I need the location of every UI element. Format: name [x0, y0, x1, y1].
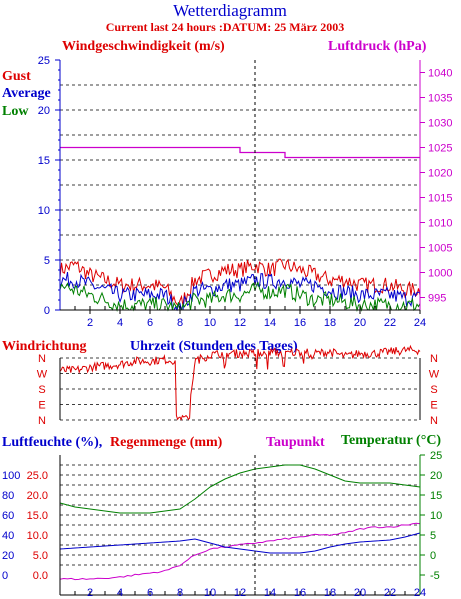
legend-low: Low	[2, 104, 29, 119]
temp-tick-label: 15	[430, 490, 442, 502]
x-tick-label: 12	[234, 317, 246, 329]
x-tick-label: 22	[384, 587, 396, 599]
series-humidity	[59, 532, 421, 554]
humidity-tick-label: 80	[2, 490, 14, 502]
wind-series-average	[59, 272, 421, 312]
x-tick-label: 20	[354, 317, 366, 329]
rain-tick-label: 20.0	[27, 490, 48, 502]
panel3-humidity-label: Luftfeuchte (%),	[2, 435, 102, 450]
right-tick-label: 1025	[428, 143, 452, 155]
x-tick-label: 14	[264, 317, 276, 329]
dir-tick-label-right: N	[430, 415, 438, 427]
x-tick-label: 4	[117, 317, 123, 329]
left-tick-label: 15	[38, 155, 50, 167]
panel3-rain-label: Regenmenge (mm)	[110, 435, 223, 450]
right-tick-label: 1005	[428, 243, 452, 255]
x-tick-label: 18	[324, 587, 336, 599]
plot-layer: 0510152025995100010051010101510201025103…	[2, 55, 452, 599]
x-tick-label: 10	[204, 317, 216, 329]
rain-tick-label: 0.0	[33, 570, 48, 582]
temp-tick-label: 25	[430, 450, 442, 462]
x-tick-label: 12	[234, 587, 246, 599]
temp-tick-label: 0	[430, 550, 436, 562]
x-tick-label: 8	[177, 317, 183, 329]
left-tick-label: 0	[44, 305, 50, 317]
left-tick-label: 25	[38, 55, 50, 67]
temp-tick-label: 10	[430, 510, 442, 522]
x-tick-label: 20	[354, 587, 366, 599]
panel2-center-label: Uhrzeit (Stunden des Tages)	[130, 339, 298, 354]
right-tick-label: 995	[428, 293, 446, 305]
series-dewpoint	[59, 522, 421, 581]
panel2-left-label: Windrichtung	[2, 339, 87, 354]
pressure-series	[60, 146, 420, 159]
x-tick-label: 4	[117, 587, 123, 599]
panel1-right-label: Luftdruck (hPa)	[328, 39, 427, 54]
chart-subtitle: Current last 24 hours :DATUM: 25 März 20…	[106, 20, 345, 34]
dir-tick-label-left: W	[37, 369, 48, 381]
dir-tick-label-left: E	[38, 400, 45, 412]
right-tick-label: 1010	[428, 218, 452, 230]
x-tick-label: 22	[384, 317, 396, 329]
temp-tick-label: -5	[430, 570, 440, 582]
dir-tick-label-left: N	[38, 353, 46, 365]
x-tick-label: 2	[87, 587, 93, 599]
panel3-dew-label: Taupunkt	[266, 435, 325, 450]
humidity-tick-label: 60	[2, 510, 14, 522]
x-tick-label: 8	[177, 587, 183, 599]
dir-tick-label-right: N	[430, 353, 438, 365]
wind-series-gust	[59, 258, 421, 307]
x-tick-label: 16	[294, 587, 306, 599]
dir-tick-label-right: S	[430, 384, 437, 396]
x-tick-label: 24	[414, 587, 426, 599]
x-tick-label: 14	[264, 587, 276, 599]
dir-tick-label-left: N	[38, 415, 46, 427]
temp-tick-label: 20	[430, 470, 442, 482]
x-tick-label: 6	[147, 587, 153, 599]
left-tick-label: 10	[38, 205, 50, 217]
rain-tick-label: 25.0	[27, 470, 48, 482]
left-tick-label: 5	[44, 255, 50, 267]
rain-tick-label: 15.0	[27, 510, 48, 522]
series-temperature	[59, 464, 421, 514]
right-tick-label: 1040	[428, 68, 452, 80]
chart-title: Wetterdiagramm	[173, 1, 287, 20]
humidity-tick-label: 20	[2, 550, 14, 562]
x-tick-label: 18	[324, 317, 336, 329]
right-tick-label: 1020	[428, 168, 452, 180]
x-tick-label: 16	[294, 317, 306, 329]
right-tick-label: 1000	[428, 268, 452, 280]
dir-tick-label-right: E	[430, 400, 437, 412]
legend-gust: Gust	[2, 69, 31, 84]
panel3-temp-label: Temperatur (°C)	[341, 433, 441, 448]
right-tick-label: 1035	[428, 93, 452, 105]
legend-average: Average	[2, 86, 51, 101]
left-tick-label: 20	[38, 105, 50, 117]
dir-tick-label-right: W	[429, 369, 440, 381]
dir-tick-label-left: S	[38, 384, 45, 396]
temp-tick-label: 5	[430, 530, 436, 542]
x-tick-label: 2	[87, 317, 93, 329]
right-tick-label: 1030	[428, 118, 452, 130]
x-tick-label: 6	[147, 317, 153, 329]
x-tick-label: 24	[414, 317, 426, 329]
x-tick-label: 10	[204, 587, 216, 599]
humidity-tick-label: 100	[2, 470, 20, 482]
rain-tick-label: 5.0	[33, 550, 48, 562]
humidity-tick-label: 0	[2, 570, 8, 582]
rain-tick-label: 10.0	[27, 530, 48, 542]
panel1-left-label: Windgeschwindigkeit (m/s)	[62, 39, 225, 54]
humidity-tick-label: 40	[2, 530, 14, 542]
direction-series	[59, 344, 421, 421]
right-tick-label: 1015	[428, 193, 452, 205]
